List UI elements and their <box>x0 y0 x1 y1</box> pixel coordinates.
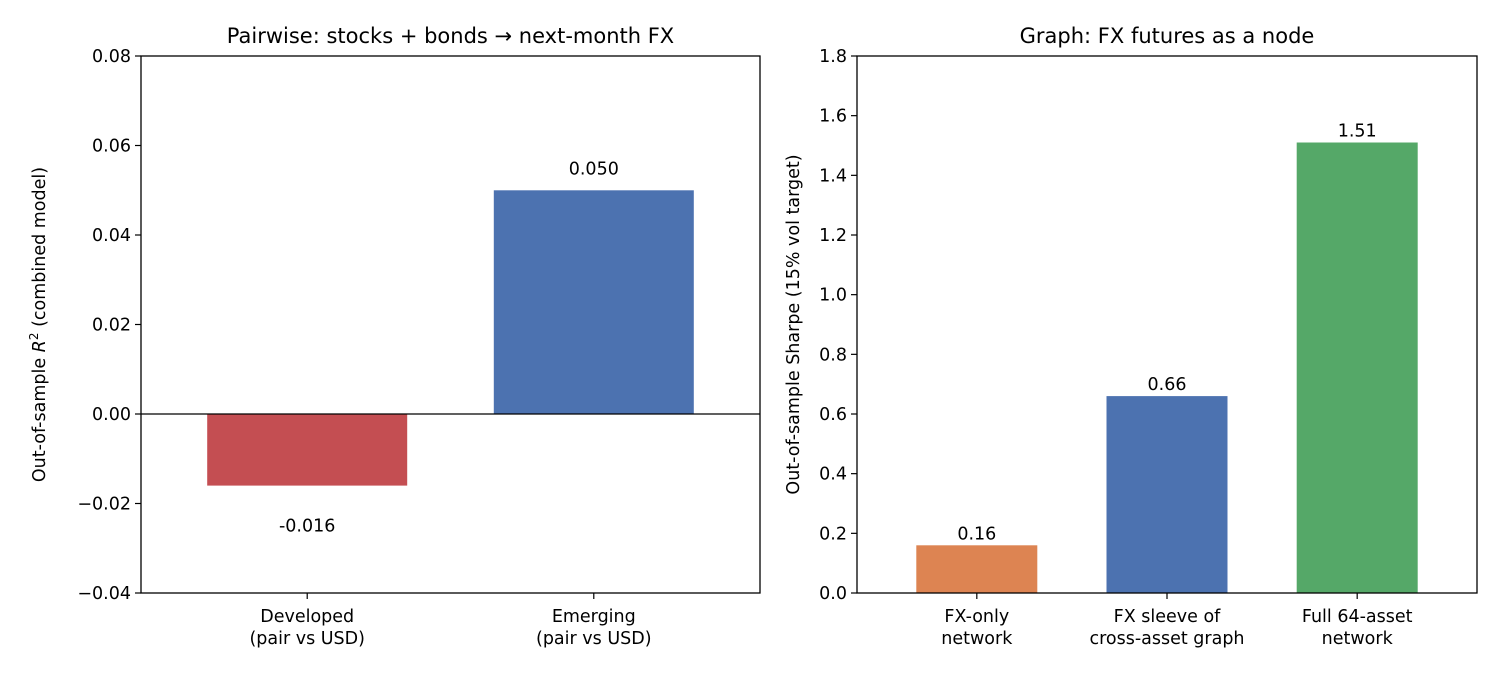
x-tick-label-line: Emerging <box>552 607 636 627</box>
y-tick-label: 0.6 <box>819 405 847 425</box>
x-tick-label: FX-only network <box>941 607 1013 649</box>
y-tick-label: 0.8 <box>819 345 847 365</box>
x-tick-label-line: (pair vs USD) <box>536 629 652 649</box>
x-tick-label-line: Full 64-asset <box>1302 607 1413 627</box>
y-tick-label: 0.08 <box>92 47 131 67</box>
y-tick-label: 0.06 <box>92 137 131 157</box>
bar <box>1296 142 1418 593</box>
data-label: 0.66 <box>1148 375 1187 395</box>
x-tick-label-line: network <box>1322 629 1394 649</box>
left-chart-panel: -0.016 0.050 −0.04 −0.02 0.00 0.02 0.04 0.06 0.0… <box>27 24 761 649</box>
y-axis-label-part: (combined model) <box>30 167 50 333</box>
y-tick-label: 0.02 <box>92 316 131 336</box>
y-tick-label: −0.04 <box>77 584 131 604</box>
x-tick-label: Emerging (pair vs USD) <box>536 607 652 649</box>
data-label: 1.51 <box>1338 122 1377 142</box>
y-tick-label: 1.0 <box>819 286 847 306</box>
x-tick-label: Developed (pair vs USD) <box>249 607 365 649</box>
x-tick-label: FX sleeve of cross-asset graph <box>1089 607 1244 649</box>
chart-title: Pairwise: stocks + bonds → next-month FX <box>227 24 674 48</box>
bar <box>916 545 1038 593</box>
y-axis-label-part: R <box>30 340 50 352</box>
y-tick-label: −0.02 <box>77 495 131 515</box>
bar <box>493 190 694 415</box>
y-axis-label: Out-of-sample R2 (combined model) <box>27 167 50 482</box>
y-tick-label: 0.0 <box>819 584 847 604</box>
y-axis-label-part: Out-of-sample <box>30 352 50 482</box>
y-tick-label: 0.4 <box>819 465 847 485</box>
x-tick-label-line: Developed <box>260 607 354 627</box>
y-tick-label: 1.8 <box>819 47 847 67</box>
bar <box>207 414 408 486</box>
data-label: 0.050 <box>569 159 619 179</box>
chart-title: Graph: FX futures as a node <box>1020 24 1315 48</box>
y-tick-label: 0.2 <box>819 524 847 544</box>
x-tick-label-line: FX sleeve of <box>1114 607 1222 627</box>
y-tick-label: 0.04 <box>92 226 131 246</box>
y-axis-label-part: 2 <box>27 333 41 341</box>
y-tick-label: 1.6 <box>819 107 847 127</box>
y-tick-label: 0.00 <box>92 405 131 425</box>
x-tick-label-line: (pair vs USD) <box>249 629 365 649</box>
y-tick-label: 1.4 <box>819 166 847 186</box>
y-tick-label: 1.2 <box>819 226 847 246</box>
x-tick-label-line: FX-only <box>944 607 1009 627</box>
data-label: -0.016 <box>279 517 335 537</box>
x-tick-label: Full 64-asset network <box>1302 607 1413 649</box>
x-tick-label-line: network <box>941 629 1013 649</box>
bar <box>1106 396 1228 593</box>
x-tick-label-line: cross-asset graph <box>1089 629 1244 649</box>
data-label: 0.16 <box>957 524 996 544</box>
right-chart-panel: 0.16 0.66 1.51 0.0 0.2 0.4 0.6 0.8 1.0 1.2 1.4 1.6 1… <box>784 24 1478 649</box>
y-axis-label: Out-of-sample Sharpe (15% vol target) <box>784 154 804 494</box>
